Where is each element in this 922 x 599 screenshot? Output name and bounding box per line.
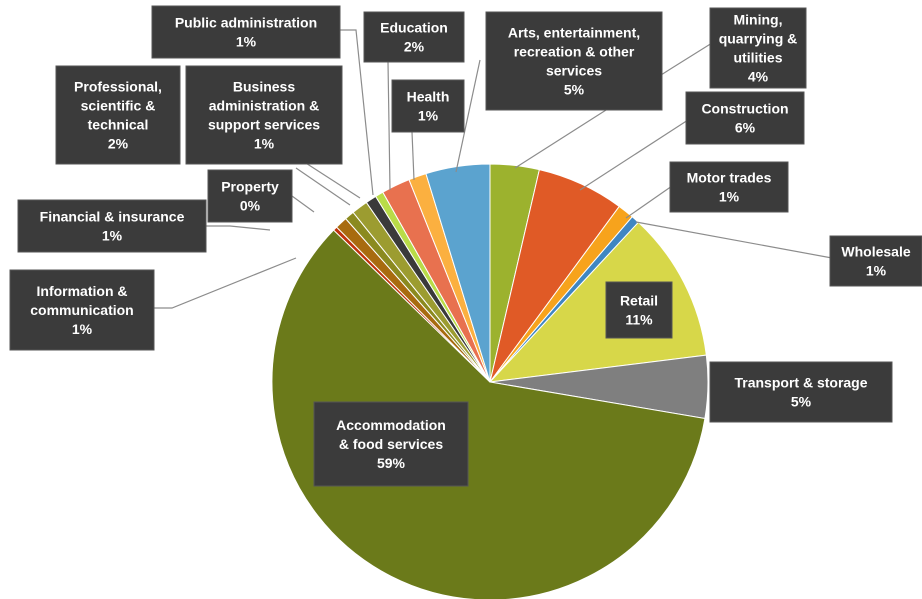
data-label-text: Wholesale bbox=[841, 244, 910, 260]
pie-slice bbox=[488, 221, 707, 383]
data-label-text: support services bbox=[208, 117, 320, 133]
leader-line bbox=[154, 257, 297, 309]
data-label-text: 2% bbox=[108, 136, 129, 152]
data-label-box bbox=[709, 7, 807, 89]
data-label-text: Accommodation bbox=[336, 417, 446, 433]
data-label-text: 5% bbox=[564, 82, 585, 98]
data-label-box bbox=[605, 281, 673, 339]
data-label: Professional, scientific & technical 2% bbox=[55, 65, 181, 165]
data-label-box bbox=[185, 65, 343, 165]
data-label-text: Business bbox=[233, 79, 295, 95]
data-label-text: Property bbox=[221, 179, 279, 195]
data-label-text: Mining, bbox=[734, 12, 783, 28]
data-label-box bbox=[685, 91, 805, 145]
data-label-text: 5% bbox=[791, 394, 812, 410]
data-label-text: Education bbox=[380, 20, 448, 36]
leader-line bbox=[291, 195, 315, 213]
data-label-text: Financial & insurance bbox=[40, 209, 185, 225]
data-label: Transport & storage 5% bbox=[709, 361, 893, 423]
data-label: Motor trades 1% bbox=[669, 161, 789, 213]
data-label-box bbox=[151, 5, 341, 59]
data-label-text: Health bbox=[407, 89, 450, 105]
data-label-text: 1% bbox=[102, 228, 123, 244]
data-label: Financial & insurance 1% bbox=[17, 199, 207, 253]
data-label-text: recreation & other bbox=[514, 44, 635, 60]
data-label: Public administration 1% bbox=[151, 5, 341, 59]
data-label-box bbox=[669, 161, 789, 213]
data-label: Retail 11% bbox=[605, 281, 673, 339]
data-label-box bbox=[363, 11, 465, 63]
data-label-box bbox=[55, 65, 181, 165]
data-label-text: 4% bbox=[748, 69, 769, 85]
leader-line bbox=[635, 221, 833, 259]
data-label: Accommodation & food services 59% bbox=[313, 401, 469, 487]
data-label-text: 6% bbox=[735, 120, 756, 136]
data-label-text: Arts, entertainment, bbox=[508, 25, 640, 41]
leader-line bbox=[295, 167, 351, 206]
data-label-box bbox=[485, 11, 663, 111]
data-label: Business administration & support services… bbox=[185, 65, 343, 165]
data-label-text: 59% bbox=[377, 455, 406, 471]
data-label-text: communication bbox=[30, 302, 133, 318]
data-label-text: 0% bbox=[240, 198, 261, 214]
leader-lines bbox=[154, 29, 833, 309]
data-label-text: Retail bbox=[620, 293, 658, 309]
data-label-text: & food services bbox=[339, 436, 443, 452]
data-label-text: technical bbox=[88, 117, 149, 133]
leader-line bbox=[514, 42, 713, 169]
data-label: Information & communication 1% bbox=[9, 269, 155, 351]
pie-slice bbox=[271, 229, 706, 599]
data-label: Property 0% bbox=[207, 169, 293, 223]
data-label-text: 1% bbox=[72, 321, 93, 337]
data-label-box bbox=[313, 401, 469, 487]
data-label-text: 1% bbox=[236, 34, 257, 50]
data-label-box bbox=[829, 235, 922, 287]
data-label: Construction 6% bbox=[685, 91, 805, 145]
leader-line bbox=[411, 131, 415, 181]
leader-line bbox=[297, 157, 361, 199]
data-label-text: utilities bbox=[733, 50, 782, 66]
data-label: Arts, entertainment, recreation & other se… bbox=[485, 11, 663, 111]
data-label-text: 11% bbox=[625, 312, 653, 328]
data-label-text: scientific & bbox=[81, 98, 156, 114]
data-label-box bbox=[709, 361, 893, 423]
leader-line bbox=[340, 29, 374, 196]
data-label: Health 1% bbox=[391, 79, 465, 133]
data-label-text: Professional, bbox=[74, 79, 162, 95]
data-label-text: Information & bbox=[37, 283, 128, 299]
data-label-box bbox=[9, 269, 155, 351]
data-label-text: Transport & storage bbox=[734, 375, 867, 391]
leader-line bbox=[625, 185, 673, 219]
pie-slices bbox=[271, 163, 709, 599]
data-label: Education 2% bbox=[363, 11, 465, 63]
data-label: Wholesale 1% bbox=[829, 235, 922, 287]
data-label-text: administration & bbox=[209, 98, 319, 114]
data-label-text: 1% bbox=[418, 108, 439, 124]
data-label-text: Construction bbox=[701, 101, 788, 117]
data-label-text: 1% bbox=[719, 189, 740, 205]
leader-line bbox=[455, 59, 481, 173]
leader-line bbox=[579, 119, 689, 191]
data-label-text: Public administration bbox=[175, 15, 317, 31]
data-label-text: Motor trades bbox=[687, 170, 772, 186]
data-label-text: quarrying & bbox=[719, 31, 798, 47]
data-label-box bbox=[17, 199, 207, 253]
data-label-box bbox=[391, 79, 465, 133]
data-labels: Mining, quarrying & utilities 4% Constructio… bbox=[9, 5, 922, 487]
data-label-text: services bbox=[546, 63, 602, 79]
data-label-text: 1% bbox=[866, 263, 887, 279]
data-label-text: 1% bbox=[254, 136, 275, 152]
leader-line bbox=[206, 225, 271, 231]
leader-line bbox=[387, 61, 391, 191]
data-label: Mining, quarrying & utilities 4% bbox=[709, 7, 807, 89]
data-label-text: 2% bbox=[404, 39, 425, 55]
data-label-box bbox=[207, 169, 293, 223]
